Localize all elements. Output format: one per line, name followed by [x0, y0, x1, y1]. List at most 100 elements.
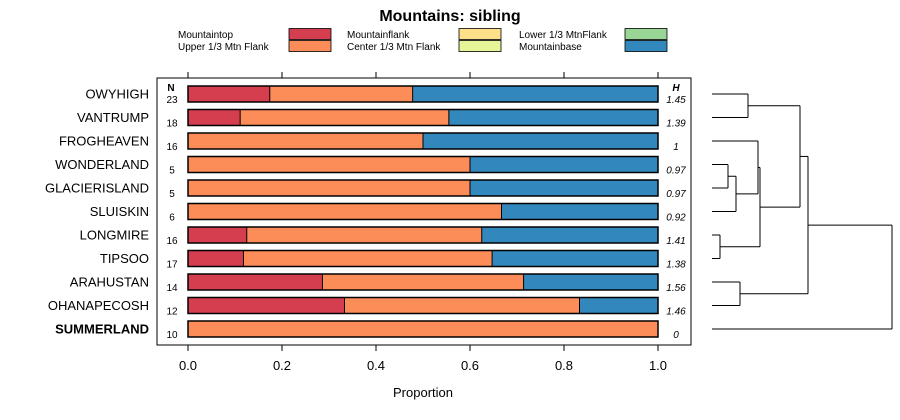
- h-value: 1.39: [666, 119, 686, 130]
- n-value: 5: [169, 166, 175, 177]
- h-value: 1.45: [666, 95, 686, 106]
- bar-segment: [481, 227, 658, 243]
- category-label: FROGHEAVEN: [59, 134, 149, 149]
- h-value: 0: [673, 330, 679, 341]
- n-value: 18: [166, 119, 178, 130]
- n-column-header: N: [167, 83, 174, 94]
- bar-segment: [344, 297, 580, 314]
- h-value: 0.97: [666, 189, 686, 200]
- bar-segment: [523, 274, 658, 290]
- x-tick-label: 0.6: [461, 358, 479, 373]
- h-value: 1.46: [666, 307, 686, 318]
- chart-title: Mountains: sibling: [379, 8, 520, 25]
- bar-segment: [188, 203, 502, 220]
- h-value: 0.92: [666, 213, 686, 224]
- h-value: 0.97: [666, 166, 686, 177]
- bar-segment: [188, 227, 247, 243]
- bar-outline: [187, 132, 659, 150]
- bar-outline: [187, 85, 659, 103]
- bar-segment: [188, 109, 241, 126]
- h-value: 1.41: [666, 236, 685, 247]
- bar-outline: [187, 226, 659, 244]
- bar-segment: [423, 133, 658, 149]
- legend-swatch: [288, 40, 332, 52]
- n-value: 10: [166, 330, 178, 341]
- n-value: 5: [169, 189, 175, 200]
- bar-segment: [579, 297, 658, 314]
- plot-frame: [156, 77, 692, 346]
- h-value: 1.56: [666, 283, 686, 294]
- bar-segment: [243, 250, 493, 267]
- bar-segment: [240, 109, 449, 126]
- bar-segment: [501, 203, 658, 220]
- bar-outline: [187, 249, 659, 268]
- x-tick-label: 0.8: [555, 358, 573, 373]
- legend-label: Mountaintop: [178, 30, 233, 41]
- legend-label: Mountainflank: [347, 30, 410, 41]
- category-label: WONDERLAND: [55, 157, 149, 172]
- legend-swatch: [458, 40, 502, 52]
- bar-segment: [188, 321, 658, 337]
- h-value: 1: [673, 142, 679, 153]
- n-value: 12: [166, 307, 178, 318]
- bar-outline: [187, 108, 659, 127]
- legend-label: Center 1/3 Mtn Flank: [347, 42, 441, 53]
- bar-segment: [188, 133, 423, 149]
- legend-swatch: [288, 28, 332, 40]
- bar-outline: [187, 296, 659, 315]
- bar-segment: [188, 156, 470, 173]
- bar-outline: [187, 202, 659, 221]
- bar-segment: [470, 156, 658, 173]
- n-value: 6: [169, 213, 175, 224]
- x-tick-label: 0.0: [179, 358, 197, 373]
- legend-swatch: [458, 28, 502, 40]
- bar-segment: [246, 227, 482, 243]
- h-column-header: H: [672, 83, 680, 94]
- legend-label: Lower 1/3 MtnFlank: [519, 30, 608, 41]
- legend-label: Upper 1/3 Mtn Flank: [178, 42, 270, 53]
- category-label: OHANAPECOSH: [48, 298, 149, 313]
- h-value: 1.38: [666, 260, 686, 271]
- bar-segment: [269, 86, 413, 102]
- bar-segment: [492, 250, 658, 267]
- n-value: 14: [166, 283, 178, 294]
- n-value: 16: [166, 236, 178, 247]
- bar-segment: [188, 86, 270, 102]
- category-label: TIPSOO: [100, 251, 149, 266]
- n-value: 23: [166, 95, 178, 106]
- bar-outline: [187, 179, 659, 197]
- n-value: 17: [166, 260, 178, 271]
- x-tick-label: 0.4: [367, 358, 385, 373]
- dendrogram: [712, 93, 893, 330]
- bar-segment: [470, 180, 658, 196]
- category-label: LONGMIRE: [80, 228, 150, 243]
- bar-outline: [187, 320, 659, 338]
- bar-segment: [448, 109, 658, 126]
- bar-segment: [188, 180, 470, 196]
- category-label: GLACIERISLAND: [45, 181, 149, 196]
- bar-outline: [187, 155, 659, 174]
- bars: [187, 85, 659, 338]
- bar-segment: [412, 86, 658, 102]
- n-value: 16: [166, 142, 178, 153]
- bar-outline: [187, 273, 659, 291]
- bar-segment: [188, 274, 323, 290]
- legend-swatch: [624, 28, 668, 40]
- category-label: VANTRUMP: [77, 110, 149, 125]
- bar-segment: [188, 250, 244, 267]
- legend-swatch: [624, 40, 668, 52]
- x-axis-title: Proportion: [393, 385, 453, 400]
- x-tick-label: 1.0: [649, 358, 667, 373]
- category-label: OWYHIGH: [85, 87, 149, 102]
- legend-label: Mountainbase: [519, 42, 582, 53]
- x-axis: 0.0 0.2 0.4 0.6 0.8 1.0: [179, 72, 667, 373]
- category-label: SUMMERLAND: [55, 322, 149, 337]
- category-label: SLUISKIN: [90, 204, 149, 219]
- bar-segment: [188, 297, 345, 314]
- category-label: ARAHUSTAN: [70, 275, 149, 290]
- bar-segment: [322, 274, 524, 290]
- x-tick-label: 0.2: [273, 358, 291, 373]
